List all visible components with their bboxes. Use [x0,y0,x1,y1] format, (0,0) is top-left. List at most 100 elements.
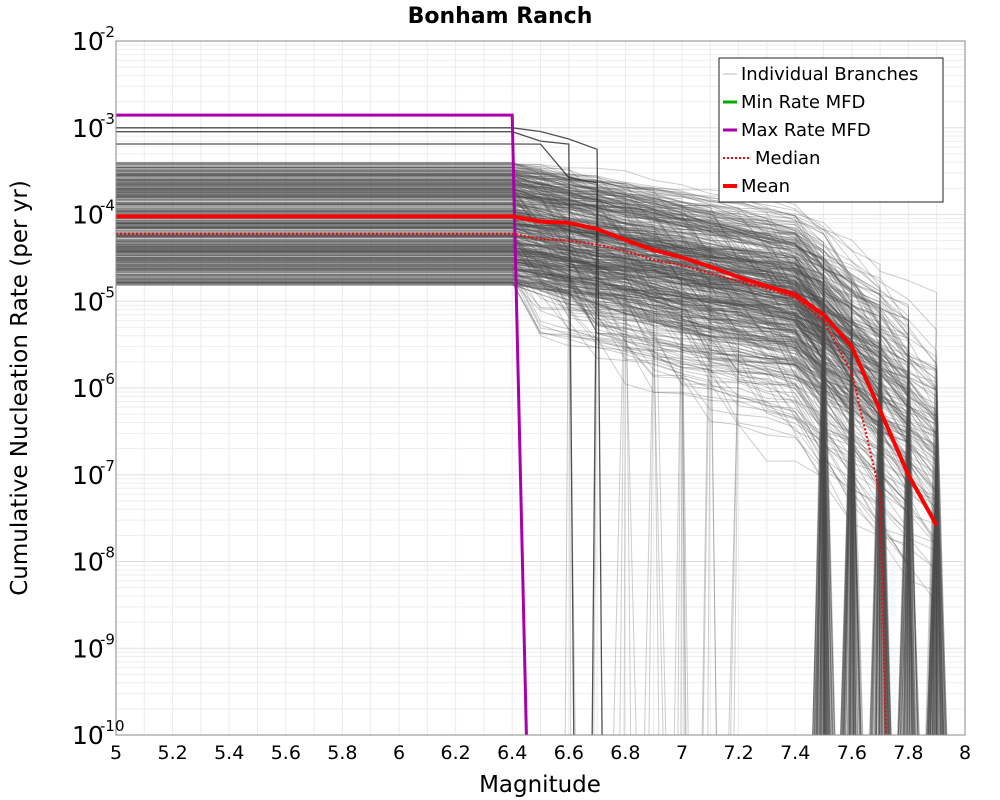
branch-line [116,203,881,735]
y-tick-base: 10 [72,287,104,316]
branch-line [116,186,909,735]
branch-line [116,190,938,735]
branch-line [116,264,825,735]
branch-line [116,239,825,735]
branch-line [116,281,853,735]
branch-line [116,194,938,735]
branch-line [116,173,945,735]
branch-line [116,178,892,735]
branch-line [116,179,826,735]
branch-line [116,283,942,735]
branch-line [116,208,881,735]
branch-line [116,204,917,735]
branch-line [116,280,853,735]
branch-line [116,251,944,735]
branch-line [116,259,909,735]
branch-line [116,195,938,735]
branch-line [116,281,911,735]
branch-line [116,235,913,735]
branch-line [116,197,938,735]
branch-line [116,236,909,735]
branch-line [116,268,914,735]
branch-line [116,214,940,735]
branch-line [116,277,881,735]
branch-line-high [116,131,575,735]
branch-line-high [116,127,603,735]
branch-line [116,187,853,735]
x-tick-label: 7.6 [837,742,867,764]
branch-line [116,269,825,735]
branch-line [116,236,683,735]
branch-line [116,167,943,735]
branch-line [116,242,831,735]
branch-line [116,228,938,735]
branch-line [116,223,881,735]
branch-line [116,214,856,735]
branch-line [116,275,940,735]
branch-line [116,261,881,735]
branch-line [116,248,909,735]
branch-line [116,269,909,735]
branch-line [116,257,938,735]
branch-line [116,248,863,735]
branch-line [116,236,711,735]
branch-line [116,226,939,735]
branch-line [116,230,825,735]
branch-line [116,161,938,735]
branch-line [116,234,938,735]
branch-line [116,268,853,735]
branch-line [116,278,938,735]
branch-line [116,171,853,735]
x-tick-label: 5 [110,742,122,764]
branch-line [116,192,888,735]
branch-line [116,227,831,735]
branch-line [116,272,913,735]
branch-line [116,226,830,735]
branch-line [116,201,912,735]
branch-line [116,170,855,735]
branch-line [116,196,938,735]
branch-line [116,166,853,735]
y-tick-exponent: -3 [100,110,115,128]
branch-line [116,273,938,735]
branch-line [116,243,881,735]
branch-line [116,258,890,735]
branch-line [116,222,938,735]
branch-line [116,236,637,735]
branch-line [116,196,832,735]
branch-line [116,239,853,735]
branch-line [116,250,831,735]
branch-line [116,169,829,735]
branch-line [116,272,825,735]
branch-line [116,192,913,735]
branch-line [116,245,938,735]
y-tick-exponent: -5 [100,283,115,301]
y-tick-base: 10 [72,201,104,230]
branch-line [116,264,909,735]
x-tick-label: 5.6 [271,742,301,764]
branch-line [116,251,947,735]
branch-line [116,273,916,735]
branch-line [116,249,938,735]
branch-line [116,257,920,735]
branch-line [116,281,881,735]
y-tick-exponent: -9 [100,630,115,648]
branch-line [116,177,825,735]
branch-line [116,203,938,735]
branch-line [116,283,917,735]
branch-line [116,243,853,735]
branch-line [116,256,881,735]
branch-line [116,248,829,735]
branch-line [116,227,861,735]
y-tick: 10-9 [72,630,115,663]
branch-line [116,274,833,735]
branch-line [116,190,862,735]
branch-line [116,180,836,735]
branch-line [116,274,909,735]
branch-line [116,278,686,735]
branch-line [116,191,889,735]
branch-line [116,169,853,735]
legend-label: Median [755,148,820,169]
branch-line [116,261,909,735]
branch-line [116,227,854,735]
